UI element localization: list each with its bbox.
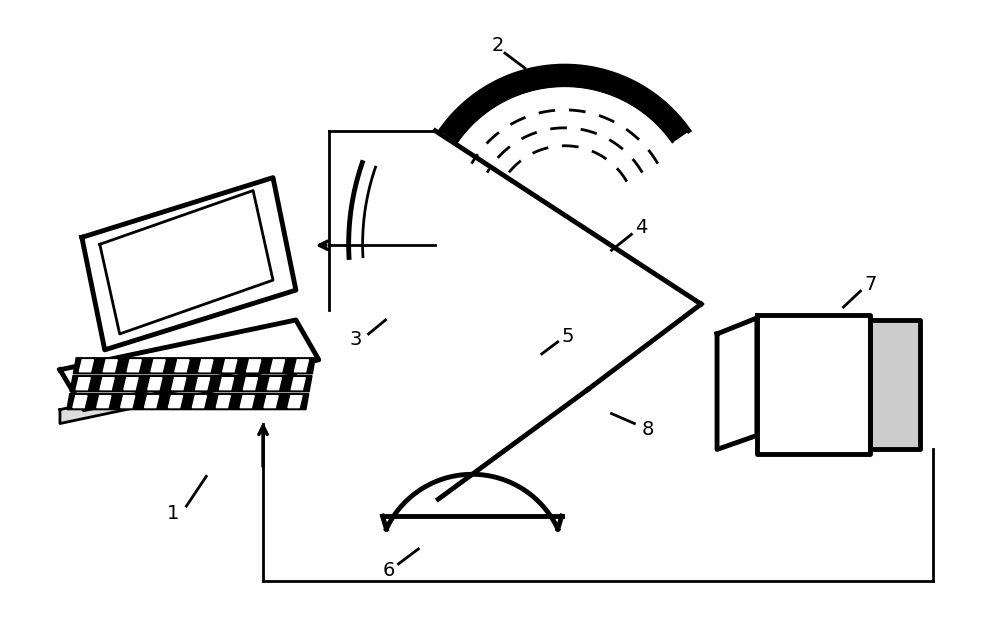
Polygon shape — [291, 378, 305, 390]
Polygon shape — [172, 378, 186, 390]
Text: 4: 4 — [635, 218, 648, 237]
Polygon shape — [60, 320, 319, 410]
Polygon shape — [76, 378, 90, 390]
Polygon shape — [97, 396, 111, 408]
Polygon shape — [717, 318, 757, 449]
Polygon shape — [199, 360, 213, 372]
Polygon shape — [151, 360, 165, 372]
Polygon shape — [103, 360, 117, 372]
Polygon shape — [223, 360, 237, 372]
Polygon shape — [73, 358, 315, 374]
Polygon shape — [79, 360, 93, 372]
Polygon shape — [240, 396, 254, 408]
Polygon shape — [124, 378, 138, 390]
Text: 7: 7 — [864, 275, 877, 294]
Polygon shape — [73, 396, 87, 408]
Text: 1: 1 — [167, 504, 180, 523]
Polygon shape — [757, 315, 870, 454]
Polygon shape — [148, 378, 162, 390]
Polygon shape — [100, 378, 114, 390]
Text: 6: 6 — [382, 561, 395, 580]
Polygon shape — [145, 396, 159, 408]
Polygon shape — [192, 396, 206, 408]
Polygon shape — [168, 396, 183, 408]
Polygon shape — [127, 360, 141, 372]
Polygon shape — [196, 378, 210, 390]
Text: 3: 3 — [349, 331, 362, 349]
Polygon shape — [441, 66, 689, 142]
Polygon shape — [288, 396, 302, 408]
Text: 8: 8 — [641, 420, 654, 439]
Polygon shape — [870, 320, 920, 449]
Polygon shape — [70, 376, 312, 392]
Polygon shape — [100, 191, 273, 334]
Text: 5: 5 — [561, 327, 574, 346]
Polygon shape — [121, 396, 135, 408]
Text: 2: 2 — [492, 35, 504, 55]
Polygon shape — [294, 360, 308, 372]
Polygon shape — [264, 396, 278, 408]
Polygon shape — [67, 394, 309, 410]
Polygon shape — [60, 360, 296, 423]
Polygon shape — [219, 378, 234, 390]
Polygon shape — [216, 396, 230, 408]
Polygon shape — [175, 360, 189, 372]
Polygon shape — [267, 378, 281, 390]
Polygon shape — [82, 178, 296, 350]
Polygon shape — [243, 378, 257, 390]
Polygon shape — [247, 360, 261, 372]
Polygon shape — [270, 360, 285, 372]
